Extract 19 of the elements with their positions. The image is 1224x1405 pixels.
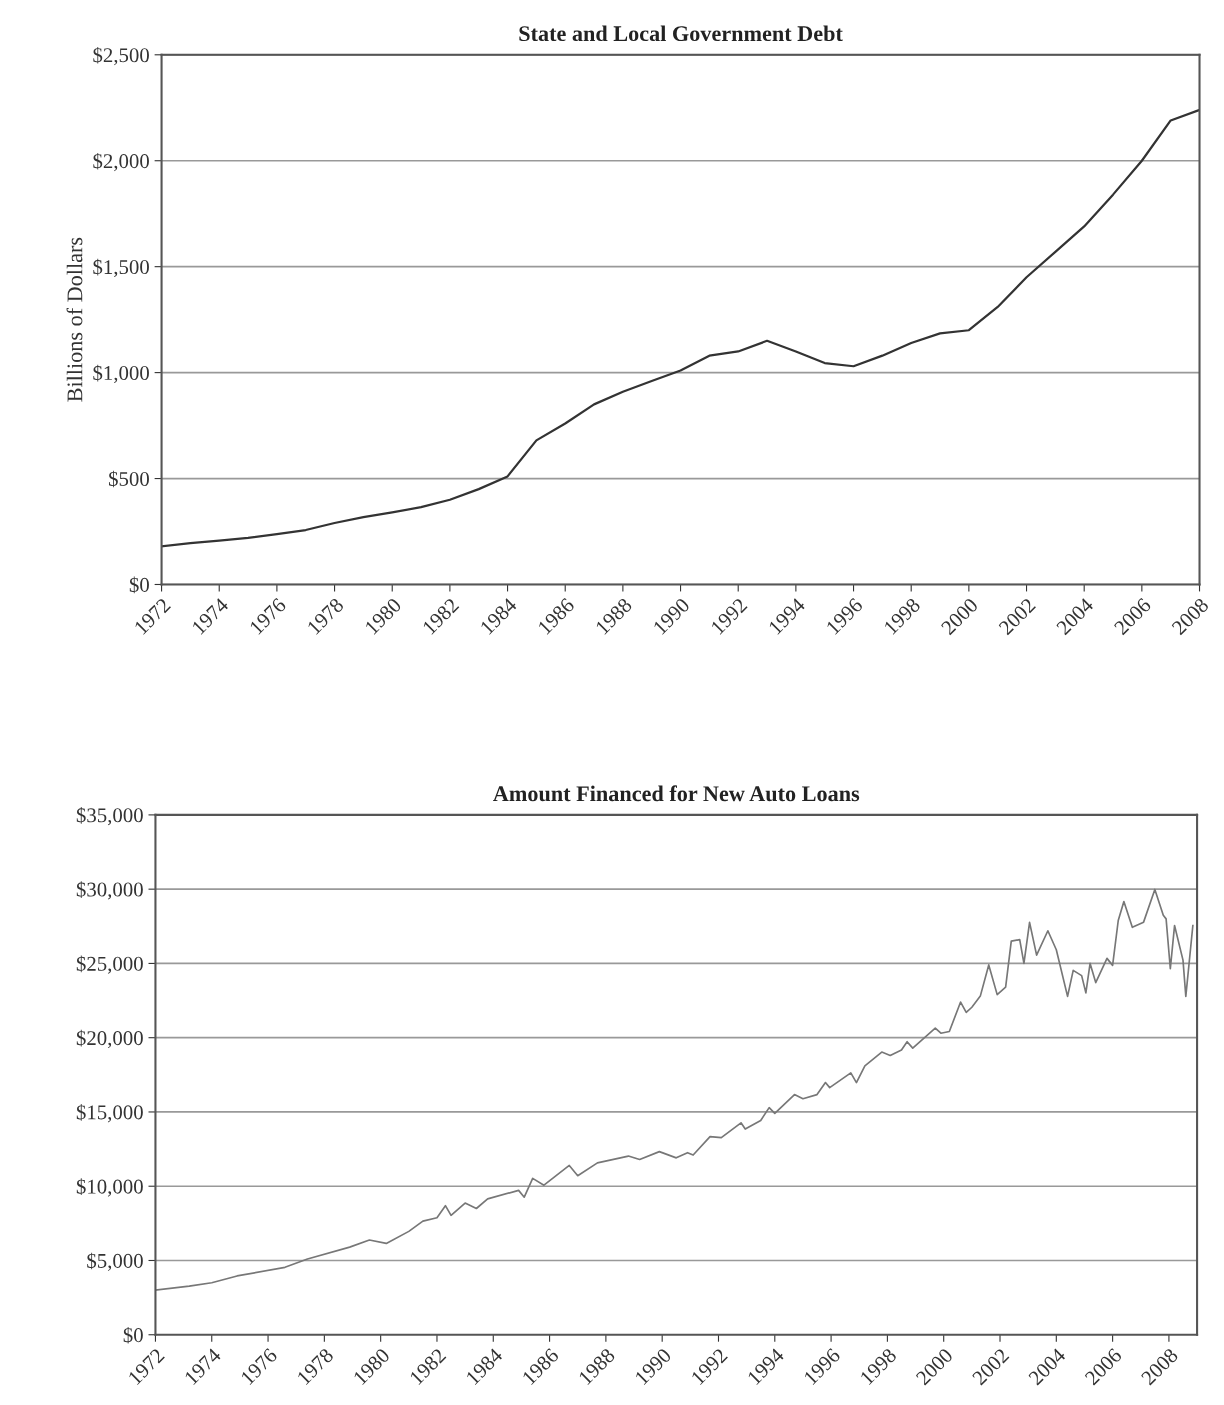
y-axis-title: Billions of Dollars [66, 237, 83, 402]
y-tick-label: $1,500 [93, 258, 149, 278]
y-tick-label: $10,000 [76, 1178, 143, 1197]
y-tick-label: $2,500 [93, 46, 149, 66]
y-tick-label: $5,000 [87, 1252, 143, 1271]
y-tick-label: $1,000 [93, 364, 149, 384]
y-tick-label: $30,000 [76, 881, 143, 900]
chart-title: State and Local Government Debt [519, 25, 843, 42]
y-tick-label: $35,000 [76, 807, 143, 826]
y-tick-label: $20,000 [76, 1029, 143, 1049]
line-series [155, 888, 1194, 1292]
y-tick-label: $15,000 [76, 1104, 143, 1123]
y-tick-label: $25,000 [76, 955, 143, 974]
chart-title: Amount Financed for New Auto Loans [493, 785, 860, 802]
y-tick-label: $2,000 [93, 152, 149, 172]
line-series [161, 108, 1200, 548]
y-tick-label: $0 [129, 576, 149, 594]
y-tick-label: $0 [123, 1326, 143, 1344]
y-tick-label: $500 [108, 470, 149, 488]
